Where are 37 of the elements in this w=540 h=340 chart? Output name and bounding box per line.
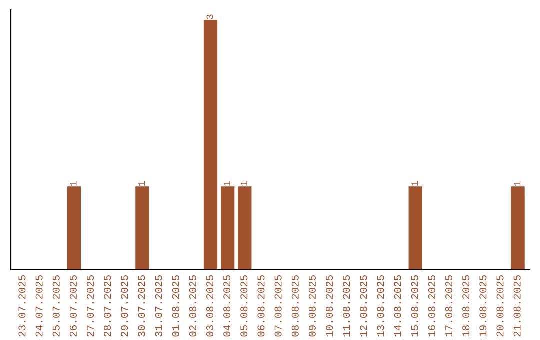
x-tick-label: 26.07.2025: [70, 276, 77, 337]
data-label: 1: [514, 181, 521, 186]
x-tick-label: 29.07.2025: [121, 276, 128, 337]
data-label: 1: [224, 181, 230, 186]
x-tick-label: 19.08.2025: [480, 276, 487, 337]
data-label: 1: [412, 181, 418, 186]
x-tick-label: 01.08.2025: [172, 276, 180, 337]
x-tick-label: 07.08.2025: [274, 276, 282, 337]
x-tick-label: 03.08.2025: [206, 276, 214, 337]
x-tick-label: 28.07.2025: [104, 276, 112, 337]
x-tick-label: 23.07.2025: [18, 276, 26, 337]
x-tick-label: 05.08.2025: [240, 276, 248, 337]
x-tick-label: 09.08.2025: [308, 276, 316, 337]
data-label: 1: [138, 181, 145, 186]
x-tick-label: 21.08.2025: [514, 276, 521, 337]
x-tick-label: 30.07.2025: [138, 276, 146, 337]
x-tick-label: 16.08.2025: [428, 276, 436, 337]
x-tick-label: 20.08.2025: [496, 276, 504, 337]
x-tick-label: 04.08.2025: [224, 276, 231, 337]
data-label: 1: [70, 181, 77, 186]
x-tick-label: 15.08.2025: [411, 276, 418, 337]
x-tick-label: 25.07.2025: [52, 276, 60, 337]
x-tick-label: 11.08.2025: [343, 276, 350, 337]
data-label: 1: [241, 181, 248, 186]
x-tick-label: 14.08.2025: [394, 276, 402, 337]
x-tick-label: 31.07.2025: [155, 276, 162, 337]
x-tick-label: 06.08.2025: [258, 276, 265, 337]
x-tick-label: 12.08.2025: [360, 276, 368, 337]
x-tick-label: 02.08.2025: [189, 276, 196, 337]
x-tick-label: 13.08.2025: [377, 276, 384, 337]
x-tick-label: 17.08.2025: [445, 276, 453, 337]
x-tick-label: 08.08.2025: [292, 276, 299, 337]
data-label: 3: [206, 14, 214, 20]
x-tick-label: 27.07.2025: [86, 276, 94, 337]
x-tick-label: 24.07.2025: [36, 276, 43, 337]
x-tick-label: 10.08.2025: [326, 276, 334, 337]
x-tick-label: 18.08.2025: [462, 276, 470, 337]
